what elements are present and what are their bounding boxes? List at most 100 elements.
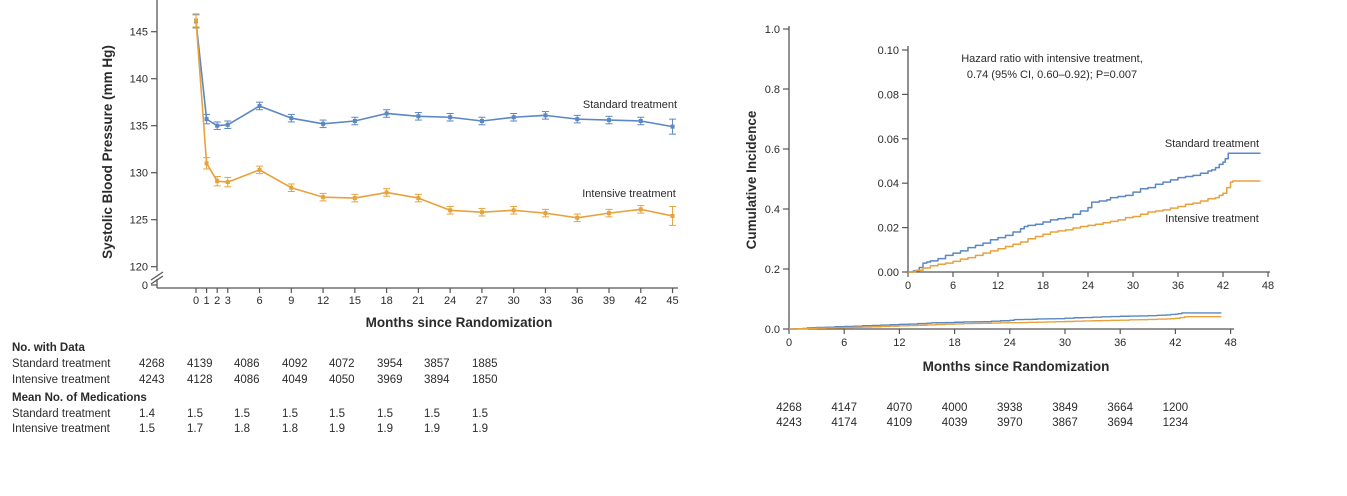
ci-x-tick-label: 48 [1224, 337, 1236, 349]
bp-data-point [289, 185, 294, 190]
ci-inset-series-line [908, 180, 1261, 273]
bp-data-point [607, 211, 612, 216]
bp-data-point [416, 114, 421, 119]
bp-data-point [215, 123, 220, 128]
bp-y-tick-label: 135 [130, 121, 148, 133]
table-cell: 1.5 [472, 408, 488, 420]
bp-data-point [384, 190, 389, 195]
table-row: Intensive treatment 1.5 1.7 1.8 1.8 1.9 1.9 1.9… [0, 423, 740, 438]
ci-y-tick-label: 0.2 [765, 264, 780, 276]
bp-data-point [225, 122, 230, 127]
bp-x-tick-label: 21 [412, 295, 424, 307]
ci-inset-y-tick-label: 0.02 [878, 223, 899, 235]
bp-y-tick-label: 120 [130, 262, 148, 274]
ci-intensive-series-label: Intensive treatment [1165, 213, 1259, 225]
bp-x-tick-label: 1 [204, 295, 210, 307]
ci-inset-x-tick-label: 30 [1127, 280, 1139, 292]
bp-axis-break-slash [150, 275, 164, 285]
bp-data-point [384, 111, 389, 116]
table-cell: 4049 [282, 374, 308, 386]
ci-inset-x-tick-label: 48 [1262, 280, 1274, 292]
table-cell: 3954 [377, 358, 403, 370]
bp-x-tick-label: 0 [193, 295, 199, 307]
bp-data-point [479, 210, 484, 215]
ci-y-tick-label: 0.6 [765, 144, 780, 156]
table-cell: 4268 [139, 358, 165, 370]
bp-data-point [670, 213, 675, 218]
table-section-header: No. with Data [12, 342, 85, 354]
table-cell: 4092 [282, 358, 308, 370]
table-cell: 4243 [139, 374, 165, 386]
table-row: Standard treatment 4268 4139 4086 4092 4072 39… [0, 358, 740, 373]
bp-data-point [194, 18, 198, 23]
table-section: Mean No. of Medications [0, 392, 740, 407]
bp-data-point [225, 180, 230, 185]
ci-x-tick-label: 0 [786, 337, 792, 349]
table-cell: 1.7 [187, 423, 203, 435]
bp-data-point [448, 115, 453, 120]
bp-data-point [321, 121, 326, 126]
bp-y-tick-label: 0 [142, 280, 148, 292]
table-cell: 1.5 [187, 408, 203, 420]
bp-data-point [543, 211, 548, 216]
ci-x-tick-label: 6 [841, 337, 847, 349]
bp-data-point [448, 208, 453, 213]
table-cell: 4128 [187, 374, 213, 386]
bp-intensive-series-label: Intensive treatment [582, 188, 676, 200]
table-cell: 1.8 [234, 423, 250, 435]
at-risk-cell: 4039 [941, 417, 968, 429]
bp-y-tick-label: 125 [130, 215, 148, 227]
at-risk-cell: 3694 [1107, 417, 1133, 429]
ci-inset-x-tick-label: 36 [1172, 280, 1184, 292]
row-label: Intensive treatment [12, 374, 110, 386]
at-risk-cell: 3970 [997, 417, 1023, 429]
bp-x-tick-label: 42 [635, 295, 647, 307]
bp-data-point [352, 196, 357, 201]
ci-y-tick-label: 0.8 [765, 84, 780, 96]
ci-x-tick-label: 30 [1059, 337, 1071, 349]
at-risk-cell: 1234 [1162, 417, 1189, 429]
bp-x-tick-label: 12 [317, 295, 329, 307]
bp-data-point [638, 207, 643, 212]
bp-axis-break-slash [150, 271, 164, 281]
bp-data-point [479, 119, 484, 123]
ci-x-tick-label: 12 [893, 337, 905, 349]
bp-data-point [257, 167, 262, 172]
ci-y-tick-label: 0.0 [765, 324, 780, 336]
table-cell: 3857 [424, 358, 450, 370]
bp-x-tick-label: 27 [476, 295, 488, 307]
bp-data-point [511, 115, 516, 120]
bp-data-point [204, 117, 209, 122]
ci-x-tick-label: 36 [1114, 337, 1126, 349]
bp-standard-series-label: Standard treatment [583, 99, 677, 111]
at-risk-cell: 4070 [886, 402, 913, 414]
ci-inset-x-tick-label: 6 [950, 280, 956, 292]
at-risk-cell: 1200 [1162, 402, 1189, 414]
at-risk-cell: 3938 [997, 402, 1023, 414]
hazard-ratio-annotation-line1: Hazard ratio with intensive treatment, [961, 53, 1143, 65]
ci-y-axis-title: Cumulative Incidence [744, 110, 759, 249]
ci-inset-series-line [908, 152, 1261, 273]
table-cell: 1.5 [139, 423, 155, 435]
bp-x-tick-label: 30 [508, 295, 520, 307]
ci-inset-x-tick-label: 18 [1037, 280, 1049, 292]
ci-inset-y-tick-label: 0.10 [878, 45, 899, 57]
table-cell: 1850 [472, 374, 498, 386]
at-risk-cell: 3867 [1052, 417, 1078, 429]
ci-inset-x-tick-label: 0 [905, 280, 911, 292]
bp-data-point [575, 117, 580, 122]
at-risk-cell: 3849 [1052, 402, 1078, 414]
ci-inset-x-tick-label: 24 [1082, 280, 1094, 292]
bp-x-tick-label: 2 [214, 295, 220, 307]
bp-data-point [543, 113, 548, 118]
bp-x-tick-label: 18 [380, 295, 392, 307]
bp-data-point [289, 116, 294, 121]
bp-x-axis-title: Months since Randomization [366, 315, 553, 330]
at-risk-cell: 4174 [831, 417, 857, 429]
table-cell: 1.9 [377, 423, 393, 435]
bp-data-point [511, 208, 516, 213]
hazard-ratio-annotation-line2: 0.74 (95% CI, 0.60–0.92); P=0.007 [967, 69, 1137, 81]
